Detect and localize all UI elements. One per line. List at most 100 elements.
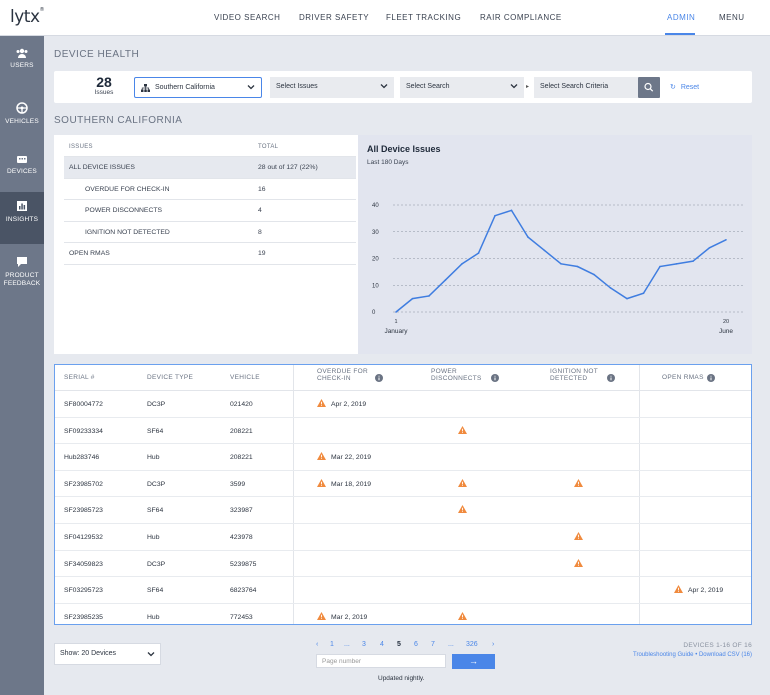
data-point[interactable] xyxy=(593,273,595,276)
warning-icon xyxy=(317,611,326,620)
col-open-rmas[interactable]: OPEN RMAS xyxy=(662,374,704,381)
col-vehicle[interactable]: VEHICLE xyxy=(230,374,260,381)
warning-icon xyxy=(458,505,467,514)
region-select[interactable]: Southern California xyxy=(134,77,262,98)
nav-rair-compliance[interactable]: RAIR COMPLIANCE xyxy=(480,13,562,22)
data-point[interactable] xyxy=(642,292,645,295)
sidebar-item-label: PRODUCT FEEDBACK xyxy=(3,272,41,287)
chevron-right-icon: ▸ xyxy=(526,84,530,90)
issue-row-all[interactable]: ALL DEVICE ISSUES 28 out of 127 (22%) xyxy=(64,157,356,179)
col-device-type[interactable]: DEVICE TYPE xyxy=(147,374,194,381)
data-point[interactable] xyxy=(428,295,430,297)
table-header: SERIAL # DEVICE TYPE VEHICLE OVERDUE FOR… xyxy=(55,365,751,391)
page-link[interactable]: 5 xyxy=(397,641,401,648)
page-link[interactable]: 3 xyxy=(362,641,366,648)
data-point[interactable] xyxy=(461,263,463,265)
top-bar: lytx® VIDEO SEARCH DRIVER SAFETY FLEET T… xyxy=(0,0,770,36)
nav-admin[interactable]: ADMIN xyxy=(667,13,696,22)
page-title: DEVICE HEALTH xyxy=(54,49,140,60)
search-select[interactable]: Select Search xyxy=(400,77,524,98)
table-row[interactable]: SF23985723 SF64 323987 xyxy=(55,497,751,524)
cell-serial: SF09233334 xyxy=(64,427,103,435)
data-point[interactable] xyxy=(692,260,694,262)
warning-icon xyxy=(317,478,326,487)
issues-select[interactable]: Select Issues xyxy=(270,77,394,98)
download-csv-link[interactable]: Download CSV (16) xyxy=(698,652,752,658)
next-page-button[interactable]: › xyxy=(492,641,495,648)
troubleshooting-link[interactable]: Troubleshooting Guide xyxy=(633,652,694,658)
info-icon[interactable] xyxy=(707,374,715,382)
table-row[interactable]: SF09233334 SF64 208221 xyxy=(55,418,751,445)
search-criteria-input[interactable]: Select Search Criteria xyxy=(534,77,638,98)
data-point[interactable] xyxy=(510,209,513,212)
page-link[interactable]: 6 xyxy=(414,641,418,648)
sidebar-item-insights[interactable]: INSIGHTS xyxy=(0,192,44,244)
show-devices-select[interactable]: Show: 20 Devices xyxy=(54,643,161,665)
data-point[interactable] xyxy=(477,252,480,254)
data-point[interactable] xyxy=(494,214,496,217)
table-row[interactable]: SF03295723 SF64 6823764 Apr 2, 2019 xyxy=(55,577,751,604)
page-link[interactable]: 7 xyxy=(431,641,435,648)
issue-row-power[interactable]: POWER DISCONNECTS 4 xyxy=(64,200,356,222)
data-point[interactable] xyxy=(725,238,727,241)
cell-vehicle: 021420 xyxy=(230,401,253,408)
data-point[interactable] xyxy=(411,297,414,300)
x-tick-label: 20 xyxy=(723,319,729,325)
issue-row-rmas[interactable]: OPEN RMAS 19 xyxy=(64,243,356,265)
info-icon[interactable] xyxy=(491,374,499,382)
sidebar-item-devices[interactable]: DEVICES xyxy=(0,146,44,198)
cell-serial: SF04129532 xyxy=(64,534,103,541)
x-tick-month-label: January xyxy=(384,328,408,335)
sidebar-item-users[interactable]: USERS xyxy=(0,40,44,92)
table-row[interactable]: SF04129532 Hub 423978 xyxy=(55,524,751,551)
info-icon[interactable] xyxy=(607,374,615,382)
issue-row-ignition[interactable]: IGNITION NOT DETECTED 8 xyxy=(64,222,356,243)
data-point[interactable] xyxy=(609,287,612,289)
page-link[interactable]: 1 xyxy=(330,641,334,648)
reset-link[interactable]: ↻ Reset xyxy=(670,84,700,91)
sidebar-item-product-feedback[interactable]: PRODUCT FEEDBACK xyxy=(0,248,44,308)
table-row[interactable]: Hub283746 Hub 208221 Mar 22, 2019 xyxy=(55,444,751,471)
active-nav-underline xyxy=(665,33,695,35)
nav-menu[interactable]: MENU xyxy=(719,13,745,22)
col-serial[interactable]: SERIAL # xyxy=(64,374,95,381)
nav-driver-safety[interactable]: DRIVER SAFETY xyxy=(299,13,370,22)
data-point[interactable] xyxy=(626,297,628,300)
table-row[interactable]: SF23985702 DC3P 3599 Mar 18, 2019 xyxy=(55,471,751,498)
issue-row-overdue[interactable]: OVERDUE FOR CHECK-IN 16 xyxy=(64,179,356,200)
col-power[interactable]: POWER DISCONNECTS xyxy=(431,368,482,382)
col-overdue[interactable]: OVERDUE FOR CHECK-IN xyxy=(317,368,368,382)
data-point[interactable] xyxy=(659,265,661,268)
cell-device-type: SF64 xyxy=(147,507,164,515)
table-row[interactable]: SF23985235 Hub 772453 Mar 2, 2019 xyxy=(55,604,751,624)
cell-serial: SF80004772 xyxy=(64,401,103,408)
data-point[interactable] xyxy=(444,279,447,281)
prev-page-button[interactable]: ‹ xyxy=(316,641,319,648)
page-number-input[interactable]: Page number xyxy=(316,654,446,668)
warning-icon xyxy=(574,532,583,540)
lytx-logo[interactable]: lytx® xyxy=(10,7,45,27)
data-point[interactable] xyxy=(708,247,711,249)
series-line xyxy=(395,209,727,313)
nav-fleet-tracking[interactable]: FLEET TRACKING xyxy=(386,13,462,22)
data-point[interactable] xyxy=(675,263,678,265)
data-point[interactable] xyxy=(527,236,529,238)
table-row[interactable]: SF34059823 DC3P 5239875 xyxy=(55,551,751,578)
data-point[interactable] xyxy=(395,311,397,313)
page-link[interactable]: 4 xyxy=(380,641,384,648)
cell-overdue-date: Mar 22, 2019 xyxy=(331,454,372,462)
data-point[interactable] xyxy=(543,249,546,252)
page-link[interactable]: 326 xyxy=(466,641,478,648)
go-button[interactable]: → xyxy=(452,654,495,669)
nav-video-search[interactable]: VIDEO SEARCH xyxy=(214,13,281,22)
table-footer: Show: 20 Devices ‹ 1... 3 4 5 6 7... 326 › Page … xyxy=(54,635,752,695)
sidebar-item-vehicles[interactable]: VEHICLES xyxy=(0,94,44,146)
col-ignition[interactable]: IGNITION NOT DETECTED xyxy=(550,368,598,382)
info-icon[interactable] xyxy=(375,374,383,382)
data-point[interactable] xyxy=(560,263,562,265)
cell-device-type: Hub xyxy=(147,613,160,621)
data-point[interactable] xyxy=(576,265,579,268)
search-button[interactable] xyxy=(638,77,660,98)
table-row[interactable]: SF80004772 DC3P 021420 Apr 2, 2019 xyxy=(55,391,751,418)
cell-vehicle: 772453 xyxy=(230,613,253,621)
